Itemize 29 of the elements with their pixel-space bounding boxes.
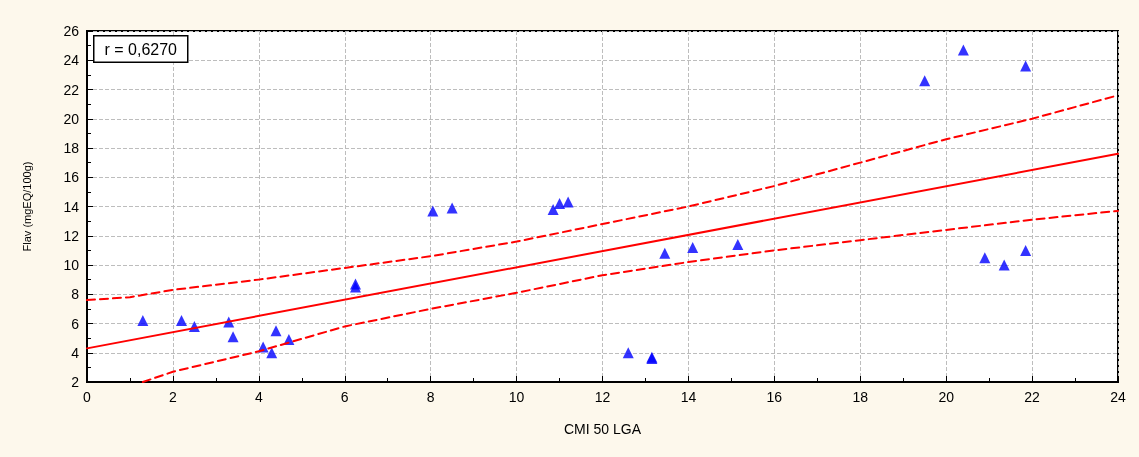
y-tick-label: 4 bbox=[71, 344, 80, 361]
y-axis-title: Flav (mgEQ/100g) bbox=[20, 161, 33, 252]
y-tick-label: 10 bbox=[63, 257, 80, 273]
y-tick-label: 22 bbox=[63, 81, 80, 98]
x-tick-label: 18 bbox=[852, 389, 869, 405]
x-tick-label: 20 bbox=[938, 389, 955, 405]
x-tick-label: 24 bbox=[1110, 389, 1126, 405]
y-tick-label: 26 bbox=[63, 23, 80, 39]
y-tick-label: 24 bbox=[63, 52, 80, 69]
x-tick-label: 14 bbox=[680, 389, 697, 405]
y-tick-label: 8 bbox=[71, 286, 80, 303]
y-tick-label: 16 bbox=[63, 169, 80, 186]
x-tick-label: 2 bbox=[169, 389, 178, 405]
y-tick-label: 18 bbox=[63, 140, 80, 156]
y-tick-label: 14 bbox=[63, 198, 80, 215]
x-tick-label: 4 bbox=[254, 389, 263, 405]
y-tick-label: 2 bbox=[71, 374, 80, 390]
y-tick-label: 12 bbox=[63, 227, 80, 244]
x-tick-label: 12 bbox=[594, 389, 611, 405]
x-tick-label: 8 bbox=[426, 389, 435, 405]
x-tick-label: 0 bbox=[83, 389, 92, 405]
x-tick-label: 6 bbox=[340, 389, 349, 405]
y-tick-label: 6 bbox=[71, 315, 80, 332]
x-tick-label: 10 bbox=[508, 389, 525, 405]
x-axis-title: CMI 50 LGA bbox=[563, 421, 642, 437]
x-tick-label: 22 bbox=[1024, 389, 1041, 405]
x-tick-label: 16 bbox=[766, 389, 783, 405]
annotation: r = 0,6270 bbox=[104, 41, 178, 58]
y-tick-label: 20 bbox=[63, 110, 80, 127]
